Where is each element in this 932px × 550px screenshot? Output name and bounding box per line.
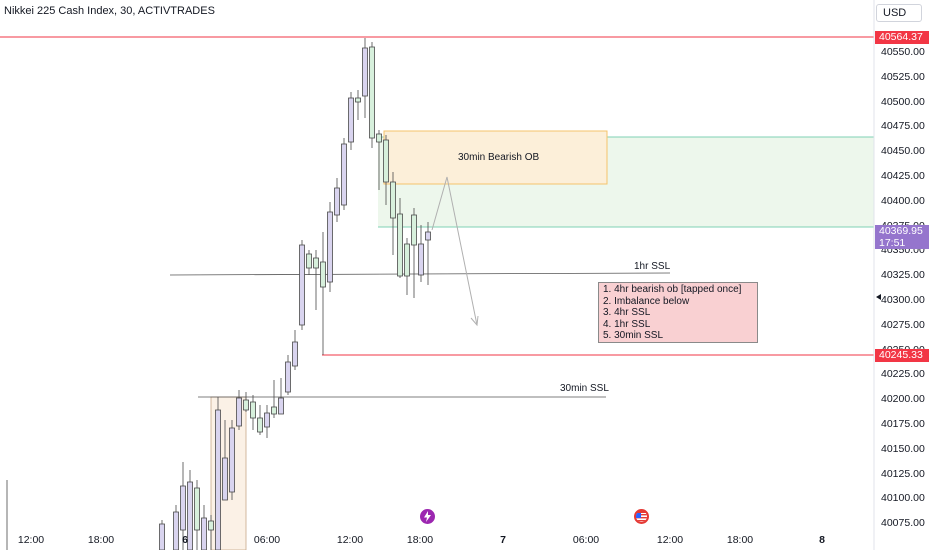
us-flag-event-icon[interactable] [634,509,649,524]
candle-body [159,523,165,550]
price-tick-label: 40525.00 [881,70,925,83]
candle-body [257,417,263,433]
projection-arrowhead [470,315,479,327]
candle-body [397,213,403,277]
price-tick-label: 40150.00 [881,442,925,455]
time-tick-label: 18:00 [726,534,754,546]
candle-body [173,511,179,550]
candle-body [348,97,354,143]
price-tick-label: 40475.00 [881,120,925,133]
ssl-30min-label[interactable]: 30min SSL [560,383,609,394]
note-line: 2. Imbalance below [603,295,690,307]
candle-body [278,397,284,415]
candles-layer [6,38,431,550]
price-tick-label: 40450.00 [881,145,925,158]
lightning-event-icon[interactable] [420,509,435,524]
note-line: 3. 4hr SSL [603,307,651,318]
candle-body [404,243,410,277]
time-tick-label: 06:00 [572,534,600,546]
candle-body [194,487,200,531]
price-tick-label: 40225.00 [881,368,925,381]
price-tick-label: 40175.00 [881,418,925,430]
ob-label[interactable]: 30min Bearish OB [458,152,540,163]
ssl-1hr-label[interactable]: 1hr SSL [634,261,671,272]
notes-box[interactable]: 1. 4hr bearish ob [tapped once] 2. Imbal… [598,282,758,343]
candle-body [327,211,333,283]
price-tick-label: 40500.00 [881,95,925,108]
price-tick-label: 40425.00 [881,170,925,182]
note-line: 1. 4hr bearish ob [tapped once] [603,284,742,295]
time-tick-label: 12:00 [656,534,684,546]
currency-selector[interactable]: USD [876,4,922,22]
candle-body [222,457,228,501]
candle-body [201,517,207,550]
candle-body [271,406,277,415]
price-tick-label: 40100.00 [881,492,925,505]
candle-body [208,520,214,531]
candle-body [250,401,256,419]
high-price-tag: 40564.37 [875,31,929,44]
candle-body [229,427,235,493]
time-tick-label: 18:00 [406,534,434,546]
candle-body [334,187,340,216]
note-line: 5. 30min SSL [603,330,664,341]
candle-body [369,46,375,139]
price-tick-label: 40200.00 [881,393,925,406]
current-price-tag: 40369.95 17:51 [875,225,929,249]
candle-body [299,244,305,326]
price-tick-label: 40550.00 [881,46,925,58]
time-tick-label: 12:00 [17,534,45,546]
price-tick-label: 40125.00 [881,467,925,480]
candle-body [355,97,361,103]
time-tick-label: 8 [819,534,825,546]
candle-body [313,257,319,269]
candle-body [285,361,291,393]
time-tick-label: 12:00 [336,534,364,546]
price-tick-label: 40325.00 [881,269,925,282]
candle-body [341,143,347,206]
price-tick-label: 40275.00 [881,318,925,331]
candle-body [418,243,424,276]
price-tick-label: 40075.00 [881,517,925,530]
crosshair-marker-icon [876,294,881,300]
time-tick-label: 06:00 [253,534,281,546]
projection-path[interactable] [431,176,478,326]
candle-body [215,409,221,550]
candle-body [320,261,326,288]
note-line: 4. 1hr SSL [603,318,651,330]
bar-countdown: 17:51 [879,237,906,249]
current-price-value: 40369.95 [879,225,923,237]
price-tick-label: 40400.00 [881,194,925,207]
candle-body [187,481,193,550]
candle-body [376,133,382,143]
candle-body [383,139,389,183]
bearish-ob-zone[interactable] [383,130,608,185]
time-tick-label: 7 [500,534,506,546]
candle-body [243,399,249,411]
time-tick-label: 18:00 [87,534,115,546]
candle-body [425,231,431,241]
candle-body [292,341,298,367]
candle-body [264,412,270,428]
candle-body [236,397,242,427]
candle-body [390,181,396,219]
candle-body [306,253,312,269]
price-tick-label: 40300.00 [881,294,925,306]
time-tick-label: 6 [182,534,188,546]
low-price-tag: 40245.33 [875,349,929,362]
candle-body [362,47,368,97]
candle-body [411,214,417,246]
chart-title: Nikkei 225 Cash Index, 30, ACTIVTRADES [4,5,215,17]
candle-body [180,485,186,531]
